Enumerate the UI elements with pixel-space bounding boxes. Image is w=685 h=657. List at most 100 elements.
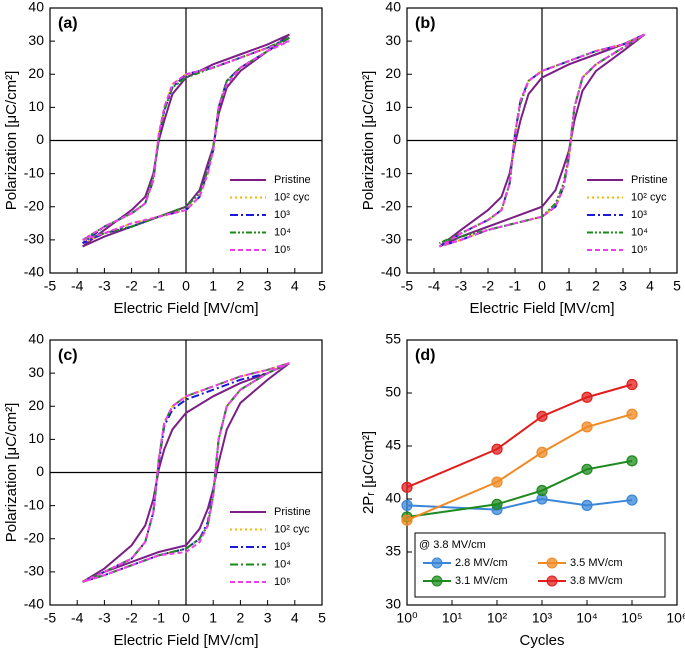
- x-axis-label: Electric Field [MV/cm]: [113, 632, 258, 649]
- x-tick-label: 1: [209, 278, 217, 294]
- y-tick-label: -10: [381, 164, 401, 180]
- y-tick-label: 0: [36, 131, 44, 147]
- legend-label: Pristine: [631, 174, 668, 186]
- x-tick-label: 10⁵: [621, 610, 642, 626]
- legend-label: 10⁴: [631, 226, 648, 238]
- legend-label: 10³: [631, 209, 647, 221]
- x-tick-label: 0: [182, 610, 190, 626]
- point: [491, 443, 503, 455]
- y-tick-label: -10: [24, 496, 44, 512]
- legend-marker: [546, 575, 558, 587]
- x-tick-label: 2: [237, 610, 245, 626]
- point: [626, 455, 638, 467]
- x-tick-label: 0: [538, 278, 546, 294]
- y-tick-label: -40: [381, 264, 401, 280]
- y-tick-label: 40: [385, 0, 401, 15]
- x-tick-label: 10⁰: [396, 610, 418, 626]
- x-tick-label: -5: [44, 278, 57, 294]
- y-tick-label: 50: [385, 384, 401, 400]
- x-axis-label: Electric Field [MV/cm]: [469, 300, 614, 317]
- x-tick-label: -3: [455, 278, 468, 294]
- point: [536, 484, 548, 497]
- legend-label: 10⁵: [274, 576, 291, 588]
- y-tick-label: -30: [24, 231, 44, 247]
- point: [491, 498, 503, 510]
- x-tick-label: -3: [98, 278, 111, 294]
- y-tick-label: -20: [24, 197, 44, 213]
- y-tick-label: 40: [28, 0, 44, 15]
- series-line: [438, 33, 646, 248]
- x-tick-label: -4: [428, 278, 441, 294]
- legend-marker: [431, 557, 443, 569]
- x-tick-label: 2: [592, 278, 600, 294]
- y-tick-label: 40: [385, 490, 401, 506]
- panel-label: (a): [58, 15, 78, 32]
- y-tick-label: 0: [393, 131, 401, 147]
- legend-label: 10² cyc: [274, 191, 310, 203]
- y-tick-label: -20: [381, 197, 401, 213]
- y-tick-label: 45: [385, 437, 401, 453]
- y-axis-label: Polarization [μC/cm²]: [360, 71, 377, 211]
- y-tick-label: 35: [385, 543, 401, 559]
- legend-marker: [546, 557, 558, 569]
- point: [536, 446, 548, 458]
- x-tick-label: -1: [509, 278, 522, 294]
- series-line: [82, 362, 290, 583]
- point: [581, 421, 593, 433]
- x-tick-label: -4: [71, 610, 84, 626]
- y-axis-label: 2Pᵣ [μC/cm²]: [360, 431, 377, 514]
- panel-label: (c): [58, 347, 78, 364]
- y-tick-label: -40: [24, 596, 44, 612]
- legend-label: 3.5 MV/cm: [570, 557, 623, 569]
- x-tick-label: 5: [318, 610, 326, 626]
- y-tick-label: 20: [28, 65, 44, 81]
- panel-label: (b): [415, 15, 435, 32]
- legend-marker: [431, 575, 443, 587]
- x-tick-label: -2: [125, 610, 138, 626]
- legend-label: 2.8 MV/cm: [455, 557, 508, 569]
- legend-label: 10⁴: [274, 558, 291, 570]
- y-tick-label: 30: [385, 32, 401, 48]
- y-tick-label: -30: [24, 563, 44, 579]
- x-tick-label: -4: [71, 278, 84, 294]
- x-tick-label: 2: [237, 278, 245, 294]
- legend-label: 10² cyc: [631, 191, 667, 203]
- point: [581, 391, 593, 403]
- point: [581, 463, 593, 475]
- x-tick-label: -5: [44, 610, 57, 626]
- series-line: [406, 383, 633, 489]
- y-tick-label: 10: [385, 98, 401, 114]
- legend-label: 3.1 MV/cm: [455, 575, 508, 587]
- x-tick-label: 10¹: [442, 610, 463, 626]
- x-tick-label: 5: [673, 278, 681, 294]
- legend-label: 10⁵: [631, 244, 648, 256]
- legend-label: Pristine: [274, 174, 311, 186]
- x-tick-label: 1: [565, 278, 573, 294]
- y-tick-label: 20: [385, 65, 401, 81]
- x-tick-label: -1: [153, 278, 166, 294]
- point: [536, 410, 548, 422]
- point: [626, 408, 638, 420]
- y-tick-label: 20: [28, 397, 44, 413]
- point: [626, 494, 638, 506]
- x-tick-label: 4: [291, 610, 299, 626]
- y-tick-label: 10: [28, 430, 44, 446]
- x-tick-label: 10²: [487, 610, 508, 626]
- x-tick-label: 1: [209, 610, 217, 626]
- x-tick-label: -2: [482, 278, 495, 294]
- x-tick-label: 3: [264, 610, 272, 626]
- point: [626, 378, 638, 391]
- legend-label: Pristine: [274, 506, 311, 518]
- series-line: [406, 497, 633, 511]
- y-tick-label: -20: [24, 529, 44, 545]
- x-tick-label: -5: [401, 278, 414, 294]
- point: [401, 499, 413, 511]
- x-tick-label: 5: [318, 278, 326, 294]
- y-axis-label: Polarization [μC/cm²]: [3, 71, 20, 211]
- y-tick-label: 30: [28, 32, 44, 48]
- y-tick-label: 40: [28, 331, 44, 347]
- legend-label: 10⁴: [274, 226, 291, 238]
- point: [491, 476, 503, 488]
- y-tick-label: -30: [381, 231, 401, 247]
